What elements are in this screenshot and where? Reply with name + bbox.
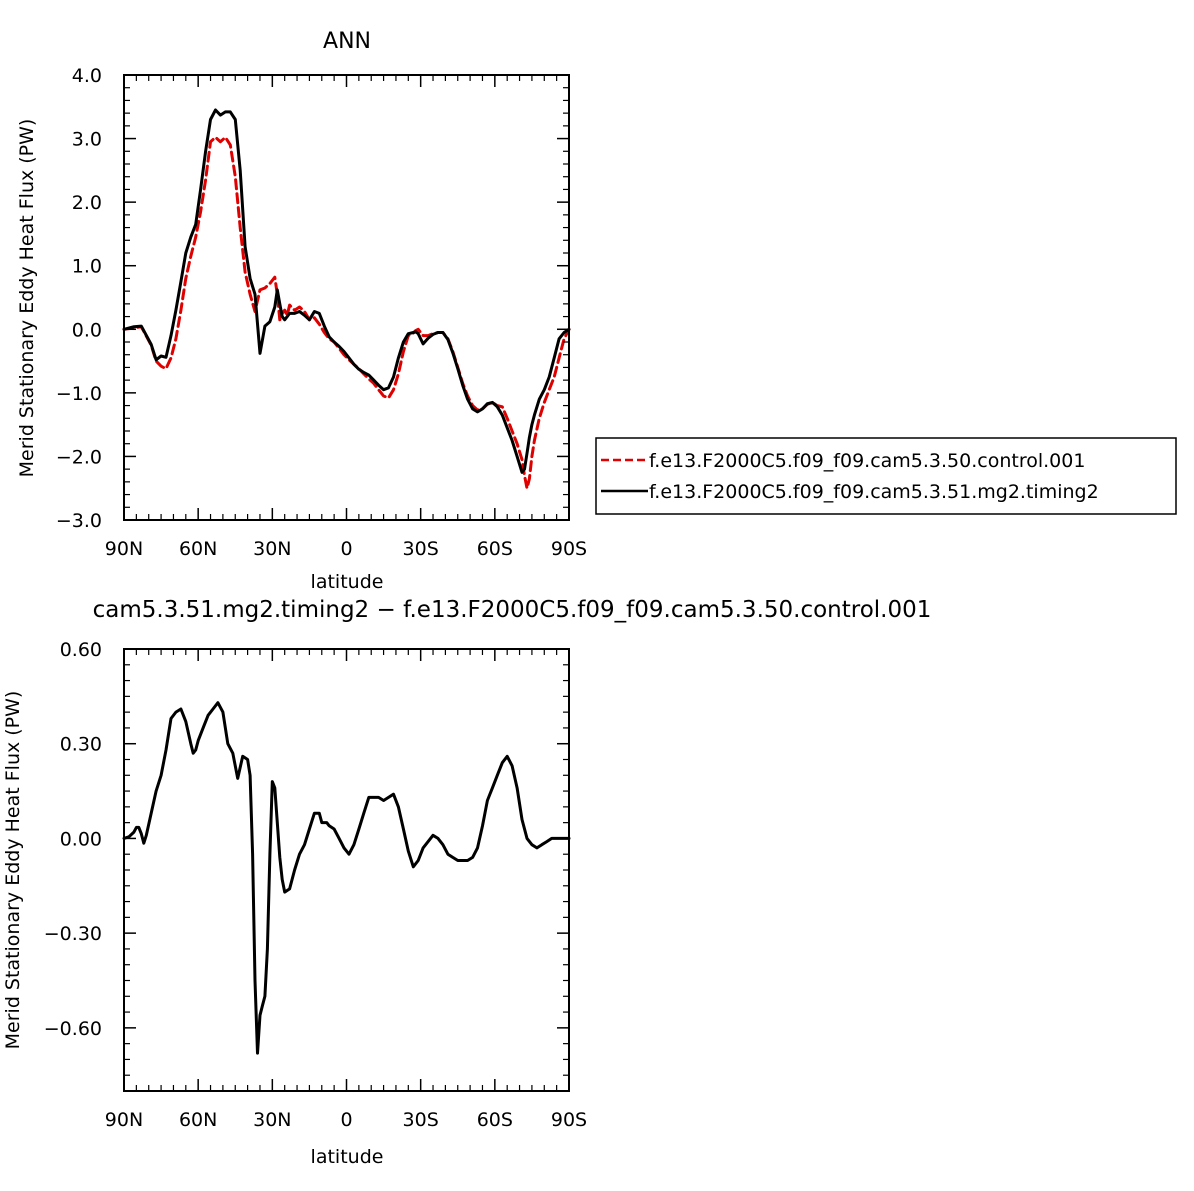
- top-y-tick-label: 1.0: [72, 256, 102, 278]
- top-chart-title: ANN: [323, 29, 371, 54]
- bottom-y-tick-label: −0.30: [44, 923, 102, 945]
- top-series-line-1: [122, 108, 571, 474]
- bottom-x-tick-label: 0: [340, 1109, 352, 1131]
- top-x-axis-label: latitude: [311, 571, 384, 593]
- bottom-y-axis-label: Merid Stationary Eddy Heat Flux (PW): [2, 691, 24, 1050]
- top-panel: ANN 90N 60N 30N 0 30S 60S 90S −3.0 −2.0 −1.0 0.0 1.…: [16, 29, 587, 593]
- bottom-x-tick-label: 30S: [403, 1109, 439, 1131]
- bottom-chart-title: cam5.3.51.mg2.timing2 − f.e13.F2000C5.f0…: [93, 597, 932, 623]
- top-y-tick-label: −2.0: [56, 446, 102, 468]
- bottom-series-group: [122, 701, 571, 1055]
- top-x-tick-label: 30S: [403, 538, 439, 560]
- top-y-tick-label: 4.0: [72, 65, 102, 87]
- bottom-x-tick-label: 90S: [551, 1109, 587, 1131]
- bottom-x-tick-label: 90N: [105, 1109, 143, 1131]
- bottom-x-tick-label: 60N: [179, 1109, 217, 1131]
- top-plot-frame: [123, 74, 570, 521]
- top-series-line-0: [122, 135, 571, 490]
- top-y-tick-label: 0.0: [72, 319, 102, 341]
- legend-label-control: f.e13.F2000C5.f09_f09.cam5.3.50.control.…: [649, 450, 1085, 472]
- top-y-tick-label: 2.0: [72, 192, 102, 214]
- bottom-x-tick-label: 30N: [253, 1109, 291, 1131]
- legend-label-timing2: f.e13.F2000C5.f09_f09.cam5.3.51.mg2.timi…: [649, 481, 1099, 503]
- bottom-x-axis-label: latitude: [311, 1146, 384, 1168]
- bottom-series-line-0: [122, 701, 571, 1055]
- top-x-tick-label: 90S: [551, 538, 587, 560]
- top-x-tick-label: 0: [340, 538, 352, 560]
- top-x-tick-label: 60N: [179, 538, 217, 560]
- top-series-group: [122, 108, 571, 490]
- top-x-tick-label: 60S: [477, 538, 513, 560]
- bottom-y-tick-label: 0.00: [60, 828, 102, 850]
- top-x-tick-label: 90N: [105, 538, 143, 560]
- top-y-tick-label: 3.0: [72, 129, 102, 151]
- legend-box: [595, 437, 1177, 515]
- top-axis-ticks: 90N 60N 30N 0 30S 60S 90S −3.0 −2.0 −1.0 0.0 1.0 2.0…: [56, 65, 587, 560]
- bottom-axis-ticks: 90N 60N 30N 0 30S 60S 90S −0.60 −0.30 0.00 0.30 0.6…: [44, 639, 587, 1131]
- bottom-y-tick-label: 0.30: [60, 734, 102, 756]
- bottom-y-tick-label: −0.60: [44, 1018, 102, 1040]
- top-y-tick-label: −1.0: [56, 383, 102, 405]
- bottom-y-tick-label: 0.60: [60, 639, 102, 661]
- top-y-axis-label: Merid Stationary Eddy Heat Flux (PW): [16, 119, 38, 478]
- bottom-x-tick-label: 60S: [477, 1109, 513, 1131]
- legend: f.e13.F2000C5.f09_f09.cam5.3.50.control.…: [595, 437, 1177, 515]
- top-y-tick-label: −3.0: [56, 510, 102, 532]
- bottom-plot-frame: [123, 648, 570, 1092]
- bottom-panel: cam5.3.51.mg2.timing2 − f.e13.F2000C5.f0…: [2, 597, 931, 1168]
- top-x-tick-label: 30N: [253, 538, 291, 560]
